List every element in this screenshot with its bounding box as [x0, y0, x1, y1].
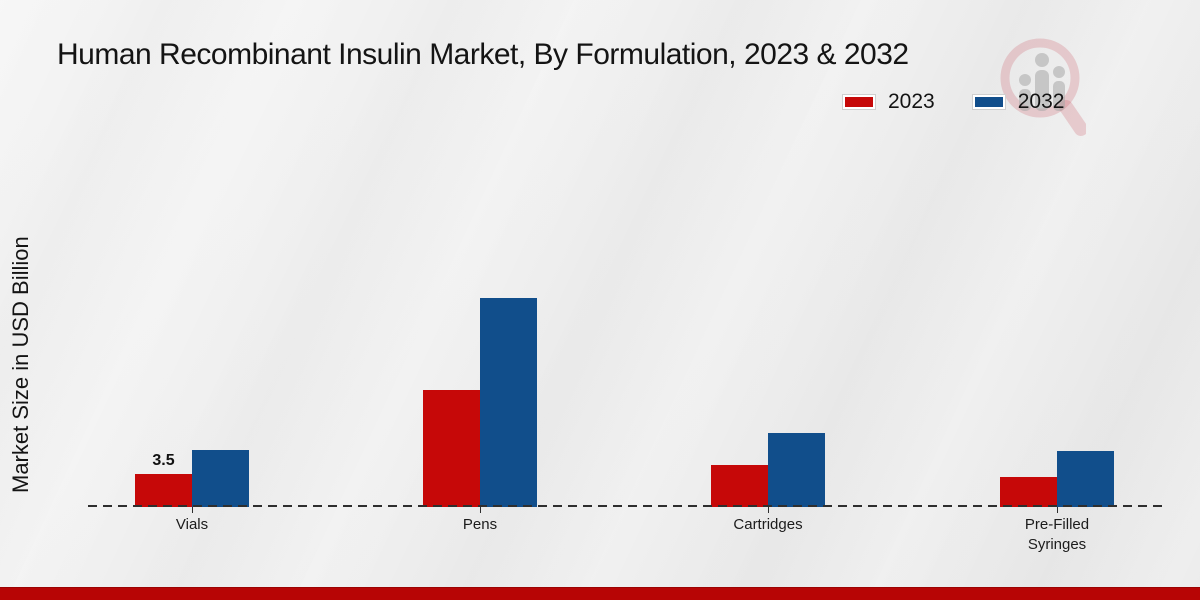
bar-group-pre-filled-syringes — [1000, 451, 1114, 507]
x-axis-baseline — [88, 505, 1165, 507]
category-label-pens: Pens — [462, 516, 498, 533]
legend-item-2032: 2032 — [972, 90, 1065, 114]
bar-group-pens — [423, 298, 537, 507]
category-label-cartridges: Cartridges — [733, 516, 803, 533]
bottom-accent-strip — [0, 587, 1200, 600]
bar-value-label: 3.5 — [152, 452, 175, 469]
bar-2032-pre-filled-syringes — [1057, 451, 1114, 507]
legend-swatch-2032 — [972, 95, 1005, 109]
legend-swatch-2023 — [843, 95, 875, 109]
legend: 2023 2032 — [843, 90, 1064, 114]
bar-2023-pens — [423, 390, 480, 507]
magnifier-barchart-watermark-icon — [1000, 38, 1086, 136]
bar-2023-vials: 3.5 — [135, 452, 192, 507]
bar-group-cartridges — [711, 433, 825, 507]
bar-2032-cartridges — [768, 433, 825, 507]
bar-group-vials: 3.5 — [135, 450, 249, 507]
category-tick — [480, 507, 481, 513]
bar-2023-pre-filled-syringes — [1000, 477, 1057, 507]
category-tick — [768, 507, 769, 513]
category-tick — [192, 507, 193, 513]
category-tick — [1057, 507, 1058, 513]
legend-label-2032: 2032 — [1017, 90, 1065, 113]
category-label-vials: Vials — [175, 516, 209, 533]
category-label-pre-filled-syringes: Pre-Filled Syringes — [1024, 516, 1090, 554]
legend-item-2023: 2023 — [843, 90, 935, 114]
legend-label-2023: 2023 — [888, 90, 935, 113]
bar-2023-cartridges — [711, 465, 768, 507]
chart-title: Human Recombinant Insulin Market, By For… — [57, 38, 909, 71]
bar-2032-pens — [480, 298, 537, 507]
bar-2032-vials — [192, 450, 249, 507]
